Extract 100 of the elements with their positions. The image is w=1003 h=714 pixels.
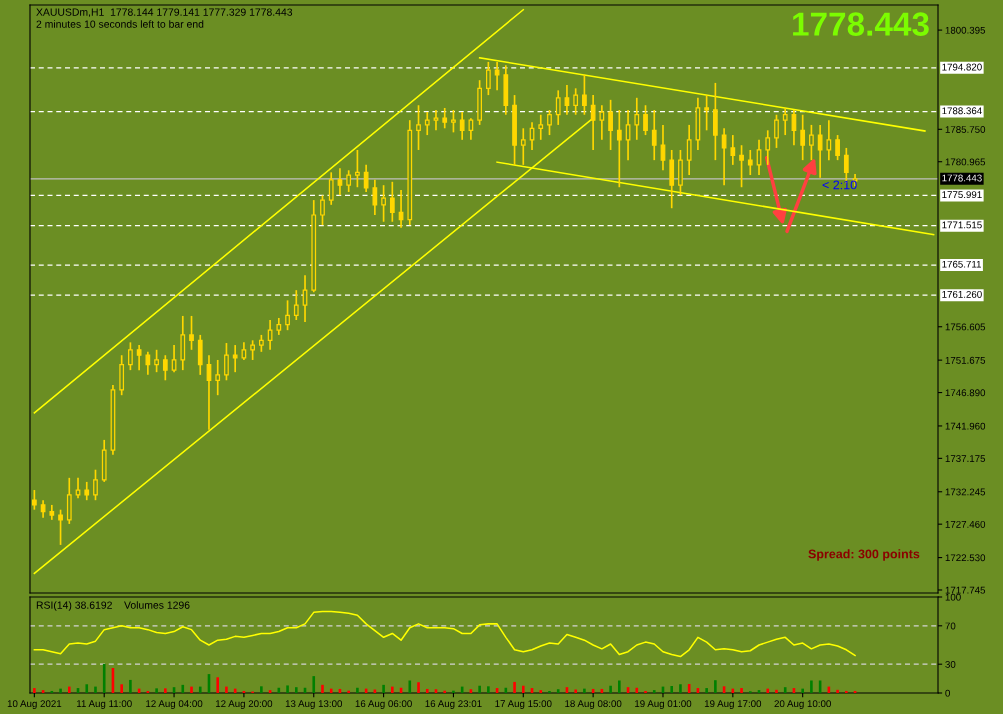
ref-line-label: 1775.991 [942, 191, 982, 199]
y-tick-label: 1780.965 [945, 158, 986, 166]
candlestick [355, 149, 360, 189]
y-tick-label: 1751.675 [945, 356, 986, 364]
bar [329, 688, 333, 693]
bar [164, 688, 167, 693]
candlestick [171, 344, 177, 373]
ref-line-label: 1794.820 [942, 63, 982, 71]
ref-line-label: 1778.443 [942, 174, 982, 182]
y-tick-label: 100 [945, 593, 961, 601]
candlestick [93, 468, 98, 502]
bar [801, 688, 804, 693]
bar [452, 690, 455, 693]
candlestick [224, 342, 229, 382]
candlestick [459, 111, 465, 141]
bar [408, 680, 412, 693]
bar [705, 688, 708, 693]
candlestick [835, 134, 840, 161]
x-tick-label: 12 Aug 04:00 [146, 700, 203, 710]
bar [618, 680, 621, 693]
candlestick [826, 119, 832, 161]
x-tick-label: 19 Aug 17:00 [704, 700, 762, 710]
candlestick [433, 109, 439, 132]
candlestick [232, 344, 238, 373]
bar [836, 689, 839, 693]
annotation: Spread: 300 points [808, 549, 920, 561]
candlestick [564, 84, 570, 116]
candlestick [31, 489, 37, 511]
bar [120, 684, 123, 693]
bar [556, 689, 560, 693]
candlestick [320, 194, 325, 226]
bar [845, 690, 848, 693]
x-tick-label: 16 Aug 06:00 [355, 700, 412, 710]
ref-line-label: 1761.260 [942, 290, 982, 298]
ref-line-label: 1765.711 [942, 260, 981, 268]
candlestick [809, 124, 814, 161]
annotation: 2 minutes 10 seconds left to bar end [36, 20, 204, 28]
candlestick [162, 354, 168, 382]
bar [539, 690, 543, 693]
candlestick [739, 144, 744, 189]
y-tick-label: 0 [945, 689, 950, 697]
bar [513, 681, 516, 693]
candlestick [363, 164, 369, 193]
candlestick [756, 138, 762, 176]
bar [775, 689, 778, 693]
y-tick-label: 1785.750 [945, 126, 986, 133]
annotation: 1778.443 [793, 12, 929, 36]
y-tick-label: 70 [945, 622, 956, 630]
candlestick [215, 359, 221, 397]
candlestick [337, 167, 343, 197]
bar [294, 687, 298, 693]
candlestick [817, 124, 823, 179]
bar [714, 680, 717, 693]
bar [33, 688, 36, 693]
chart-title: RSI(14) 38.6192 [36, 601, 112, 611]
bar [478, 685, 481, 693]
bar [783, 687, 787, 693]
bar [487, 686, 490, 693]
bar [609, 685, 612, 693]
bar [391, 686, 394, 693]
candlestick [651, 109, 657, 161]
x-tick-label: 16 Aug 23:01 [425, 700, 482, 710]
candlestick [599, 104, 605, 141]
candlestick [346, 169, 352, 193]
bar [102, 663, 106, 693]
candlestick [686, 124, 692, 176]
bar [740, 688, 743, 693]
candlestick [573, 87, 579, 116]
candlestick [58, 508, 63, 546]
bar [94, 686, 97, 693]
candlestick [451, 109, 456, 134]
candlestick [372, 178, 378, 216]
bar [382, 684, 385, 693]
candlestick [485, 61, 491, 96]
x-tick-label: 18 Aug 08:00 [565, 700, 622, 710]
bar [216, 677, 220, 693]
bar [652, 690, 656, 693]
bar [312, 676, 316, 693]
bar [225, 686, 228, 693]
candlestick [285, 299, 290, 331]
bar [321, 684, 324, 693]
bar [129, 679, 132, 693]
y-tick-label: 1717.745 [945, 586, 986, 594]
bar [347, 690, 350, 693]
candlestick [782, 107, 788, 136]
candlestick [547, 109, 552, 136]
candlestick [136, 344, 142, 371]
candlestick [555, 89, 561, 126]
candlestick [128, 341, 133, 371]
candlestick [328, 171, 334, 206]
bar [67, 686, 71, 693]
candlestick [145, 351, 151, 376]
bar [810, 680, 813, 693]
bar [198, 686, 202, 693]
candlestick [154, 348, 159, 373]
bar [59, 688, 62, 693]
bar [260, 686, 263, 693]
bar [679, 684, 682, 693]
candlestick [730, 134, 736, 166]
y-tick-label: 1722.530 [945, 554, 986, 562]
